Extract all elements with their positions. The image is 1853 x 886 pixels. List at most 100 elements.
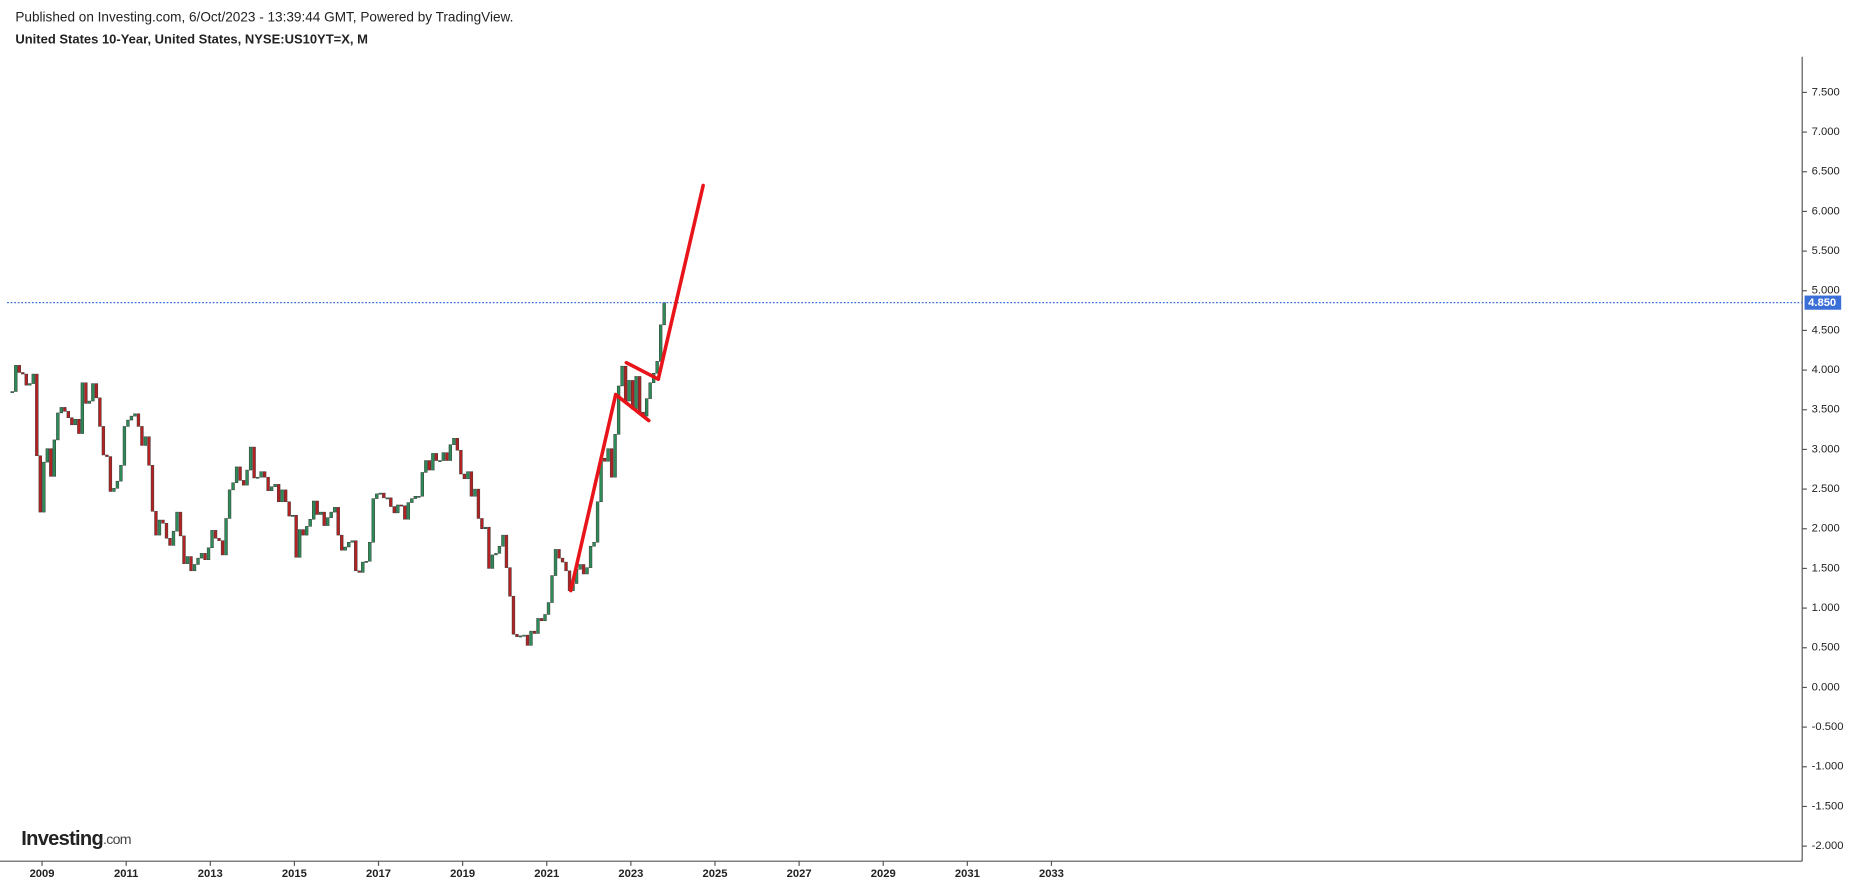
candle [56, 412, 60, 441]
candle [192, 564, 197, 572]
candle [546, 602, 551, 615]
candle [157, 519, 162, 536]
candle [35, 373, 39, 457]
candle [364, 561, 368, 563]
candle [136, 413, 141, 427]
candle [560, 557, 565, 563]
candle [290, 515, 295, 517]
y-tick-label: 0.500 [1812, 642, 1840, 654]
candle [616, 385, 621, 435]
candle [403, 505, 407, 520]
candle [196, 557, 200, 565]
candle [417, 496, 421, 498]
candle [350, 540, 354, 543]
candle [238, 466, 242, 481]
candle [319, 511, 323, 515]
candle [431, 453, 435, 471]
candle [168, 538, 172, 546]
candle [126, 419, 130, 427]
y-tick-label: 3.500 [1812, 404, 1840, 416]
candle [476, 488, 481, 519]
candle [578, 564, 582, 570]
candle [52, 439, 56, 477]
candle [220, 540, 225, 556]
candle [119, 465, 123, 482]
candle [382, 492, 386, 499]
candle [77, 419, 81, 434]
plot: -2.000 -1.500 -1.000 -0.500 0.000 0.500 1.000 1… [7, 86, 1843, 880]
published-note: Published on Investing.com, 6/Oct/2023 -… [15, 9, 513, 24]
candle [378, 492, 382, 495]
candle [164, 522, 169, 539]
candle [564, 561, 568, 572]
candle [298, 529, 302, 558]
candle [63, 407, 67, 412]
candle [389, 497, 393, 507]
candle [406, 502, 410, 520]
symbol-title: United States 10-Year, United States, NY… [15, 32, 368, 47]
candle [627, 380, 631, 402]
candle [294, 515, 298, 558]
candle [525, 634, 530, 646]
last-price-label: 4.850 [1808, 297, 1836, 309]
candle [357, 570, 361, 573]
candle [497, 545, 502, 554]
candle [329, 511, 333, 518]
x-tick-label: 2031 [955, 868, 980, 880]
candle [248, 446, 253, 471]
candle [424, 460, 428, 473]
candle [315, 500, 319, 515]
y-tick-label: 5.000 [1812, 285, 1840, 297]
candle [59, 407, 63, 414]
candle [80, 382, 85, 434]
y-tick-label: 7.500 [1812, 86, 1840, 98]
candle [543, 614, 547, 622]
candle [326, 517, 330, 526]
candle [473, 488, 477, 497]
candle [522, 634, 526, 637]
candle [224, 518, 228, 556]
trend-drawings [569, 183, 705, 593]
candle [262, 471, 267, 478]
candle [276, 484, 281, 503]
y-tick-label: 7.000 [1812, 126, 1840, 138]
candle [273, 484, 277, 487]
candle [175, 511, 179, 532]
candle [217, 538, 221, 541]
candle [161, 519, 165, 524]
candle [550, 575, 554, 603]
candle [644, 398, 649, 417]
candle [490, 554, 495, 569]
candle [42, 461, 46, 513]
candle [354, 540, 358, 572]
candle [14, 365, 18, 392]
candle [255, 476, 260, 479]
candle [206, 547, 211, 560]
candle [602, 457, 607, 462]
candle [630, 380, 635, 410]
y-tick-label: 1.500 [1812, 562, 1840, 574]
candle [269, 486, 274, 491]
candle [459, 449, 463, 475]
flag-line [624, 360, 661, 381]
candle [73, 419, 78, 426]
candle [91, 383, 95, 402]
candle [634, 376, 638, 410]
candle [70, 417, 74, 426]
candle [655, 361, 659, 374]
candle [413, 496, 417, 499]
x-tick-label: 2013 [198, 868, 223, 880]
candle [340, 534, 344, 551]
candle [410, 498, 414, 503]
logo: Investing.com [21, 828, 131, 850]
candle [448, 444, 453, 461]
candle [445, 452, 449, 461]
candle [508, 567, 512, 597]
candle [536, 618, 540, 634]
candle [105, 454, 109, 457]
y-tick-label: 0.000 [1812, 681, 1840, 693]
candle [140, 426, 144, 446]
candle [483, 526, 488, 530]
candle [333, 507, 337, 513]
